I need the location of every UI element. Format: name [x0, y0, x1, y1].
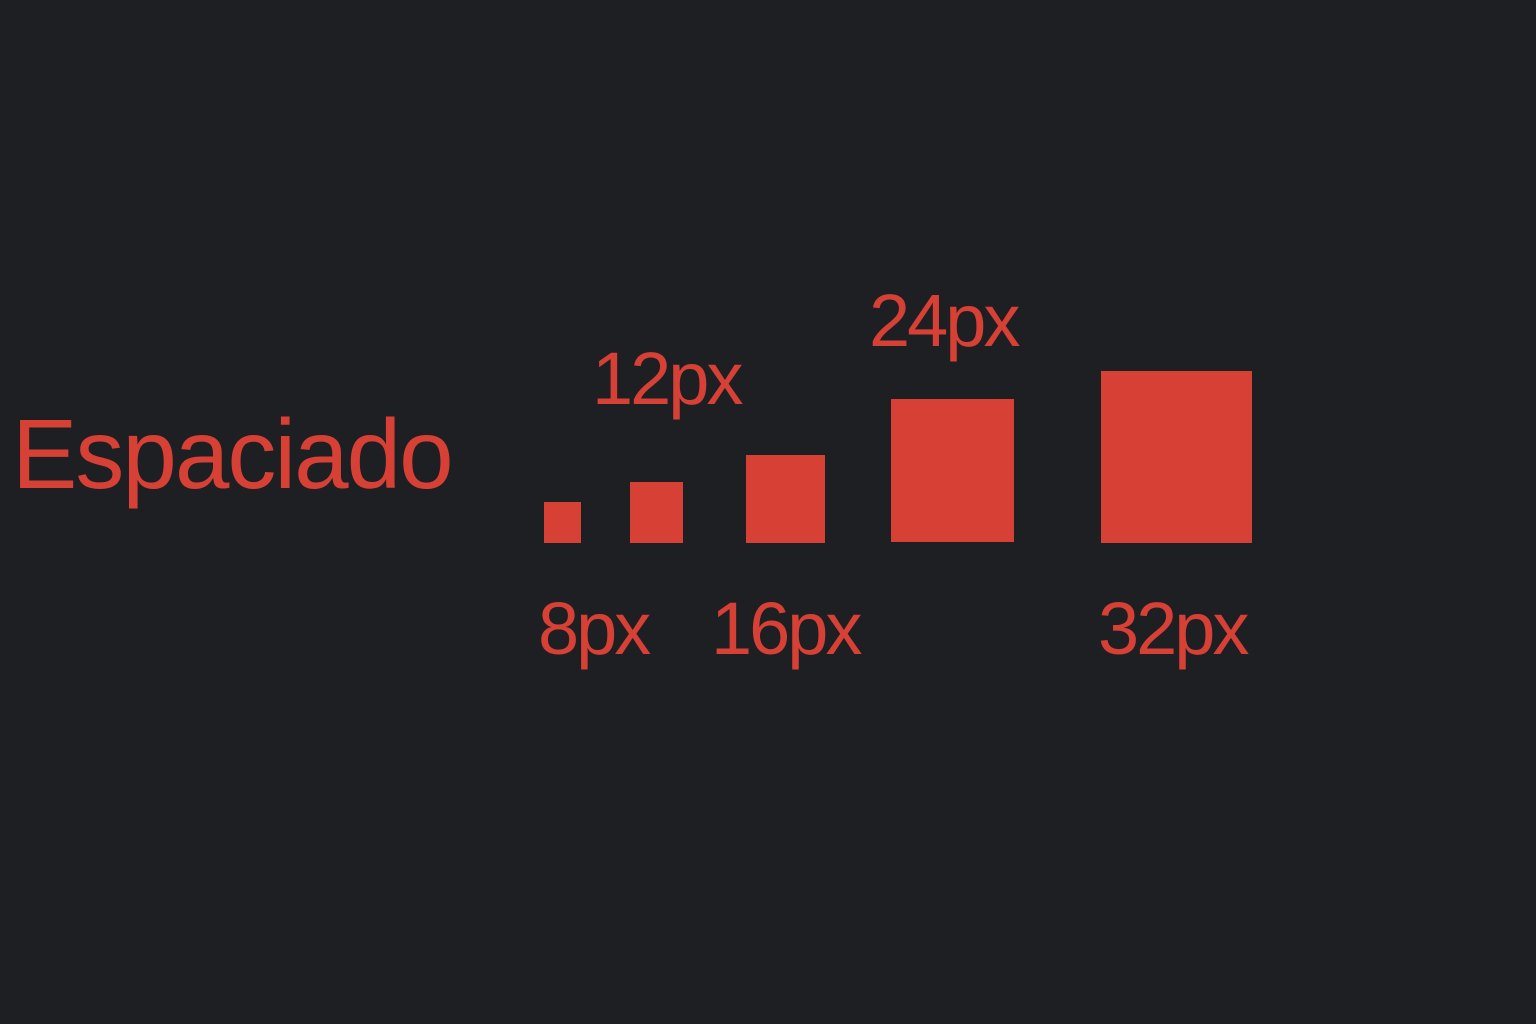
spacing-swatch-32 [1101, 371, 1252, 543]
spacing-label-8: 8px [538, 587, 651, 670]
spacing-swatch-12 [630, 482, 683, 543]
spacing-swatch-24 [891, 399, 1014, 542]
spacing-label-32: 32px [1098, 587, 1249, 670]
page-title: Espaciado [12, 399, 454, 509]
spacing-swatch-8 [544, 502, 581, 543]
spacing-swatch-16 [746, 455, 825, 543]
spacing-label-12: 12px [592, 337, 743, 420]
spacing-label-24: 24px [869, 279, 1020, 362]
spacing-label-16: 16px [711, 587, 862, 670]
